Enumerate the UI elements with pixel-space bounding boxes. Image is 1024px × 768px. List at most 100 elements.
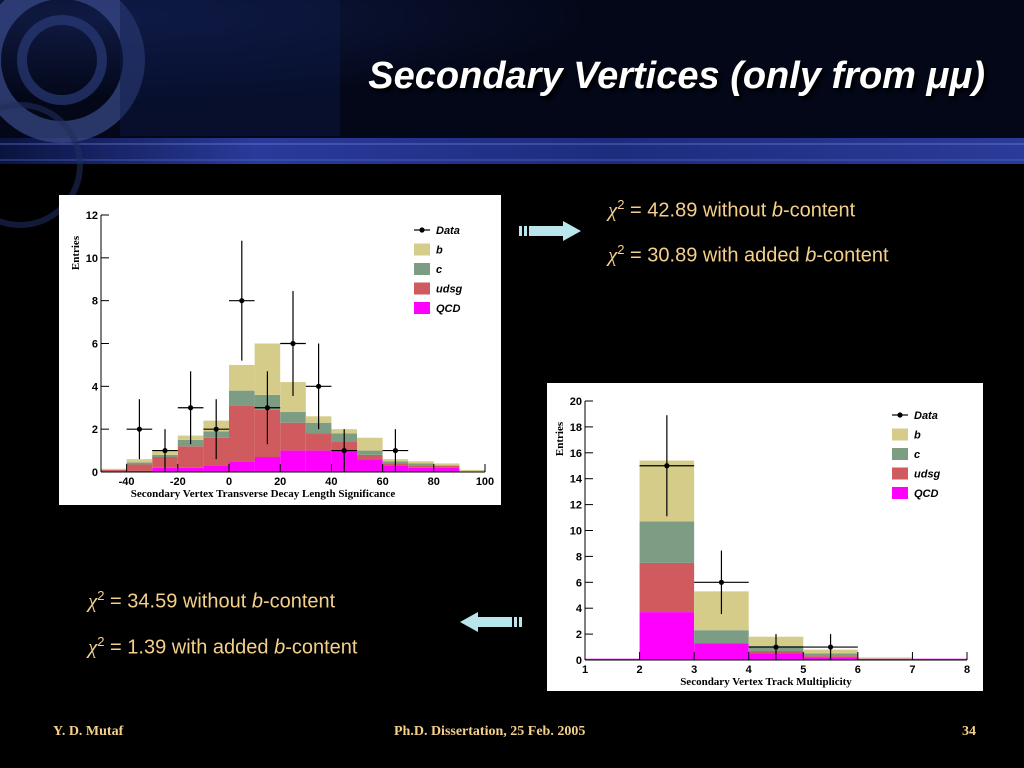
- data-point: [316, 383, 322, 389]
- y-tick-label: 0: [576, 655, 582, 667]
- chi-superscript: 2: [97, 634, 105, 649]
- histogram-decay-length-panel: 0 2 4 6 8 10 12 -40 -20 0 20 40 60 80 100 Secondary Ver…: [59, 195, 501, 505]
- bar-qcd: [857, 658, 913, 660]
- chi-symbol: χ: [608, 197, 618, 222]
- bar-qcd: [177, 467, 204, 472]
- bar-qcd: [229, 461, 255, 472]
- legend-data-marker: [419, 227, 425, 233]
- y-tick-label: 2: [576, 629, 582, 641]
- bar-qcd: [280, 450, 306, 472]
- legend-swatch-c: [414, 263, 430, 275]
- legend-label-qcd: QCD: [914, 488, 939, 500]
- bar-qcd: [126, 470, 153, 472]
- chi-text: = 34.59 without: [104, 590, 252, 613]
- bar-b: [126, 459, 153, 463]
- data-point: [718, 579, 725, 585]
- bar-udsg: [177, 446, 204, 468]
- bar-qcd: [357, 459, 383, 472]
- x-tick-label: 8: [964, 664, 970, 676]
- chi-symbol: χ: [88, 634, 98, 659]
- bar-b: [433, 463, 460, 466]
- legend-label-data: Data: [436, 225, 460, 237]
- y-tick-label: 12: [570, 500, 582, 512]
- y-tick-label: 20: [570, 396, 582, 408]
- chi-bottom-line1: χ2 = 34.59 without b-content: [88, 588, 335, 614]
- chi-bottom-line2: χ2 = 1.39 with added b-content: [88, 634, 357, 660]
- y-tick-label: 0: [92, 467, 98, 479]
- y-tick-label: 4: [576, 603, 583, 615]
- bar-qcd: [433, 467, 460, 472]
- x-tick-label: 5: [800, 664, 806, 676]
- bar-qcd: [203, 465, 229, 472]
- bar-b: [357, 437, 383, 451]
- data-point: [827, 644, 834, 650]
- legend-swatch-b: [414, 243, 430, 256]
- chi-top-line1: χ2 = 42.89 without b-content: [608, 197, 855, 223]
- bar-c: [639, 521, 695, 563]
- x-tick-label: 4: [746, 664, 753, 676]
- bar-qcd: [585, 658, 640, 660]
- legend-label-b: b: [914, 430, 921, 442]
- footer-author: Y. D. Mutaf: [53, 724, 124, 739]
- histogram-decay-length: 0 2 4 6 8 10 12 -40 -20 0 20 40 60 80 100 Secondary Ver…: [70, 210, 494, 500]
- chi-text-end: -content: [782, 199, 856, 222]
- footer-page-number: 34: [962, 724, 976, 739]
- y-tick-label: 10: [86, 253, 98, 265]
- chi-symbol: χ: [88, 588, 98, 613]
- chi-superscript: 2: [617, 197, 625, 212]
- legend-label-qcd: QCD: [436, 303, 461, 315]
- x-tick-label: 20: [274, 476, 286, 488]
- y-tick-label: 16: [570, 448, 582, 460]
- x-axis-label: Secondary Vertex Transverse Decay Length…: [131, 488, 396, 500]
- x-tick-label: 7: [909, 664, 915, 676]
- legend-swatch-b: [892, 428, 908, 441]
- y-tick-label: 18: [570, 422, 582, 434]
- y-tick-label: 12: [86, 210, 98, 222]
- bar-b: [101, 468, 127, 470]
- chi-superscript: 2: [97, 588, 105, 603]
- bar-c: [126, 462, 153, 465]
- bar-qcd: [639, 612, 695, 660]
- x-axis-label: Secondary Vertex Track Multiplicity: [680, 676, 852, 688]
- bar-udsg: [305, 433, 332, 451]
- x-tick-label: -40: [119, 476, 135, 488]
- y-tick-label: 14: [570, 474, 583, 486]
- bar-b: [229, 364, 255, 391]
- legend-data-marker: [897, 412, 903, 418]
- histogram-track-multiplicity-panel: 0 2 4 6 8 10 12 14 16 18 20 1 2 3 4 5 6 7 8 Secondary Verte…: [547, 383, 983, 691]
- arrow-right-icon: [519, 221, 581, 241]
- data-point: [392, 447, 398, 454]
- legend-label-data: Data: [914, 410, 938, 422]
- data-point: [290, 340, 296, 347]
- data-point: [239, 298, 245, 304]
- data-point: [773, 644, 779, 650]
- x-tick-label: -20: [170, 476, 186, 488]
- y-tick-label: 6: [576, 577, 582, 589]
- x-tick-label: 100: [476, 476, 494, 488]
- bar-c: [229, 390, 255, 406]
- y-tick-label: 8: [92, 296, 98, 308]
- bar-udsg: [357, 454, 383, 460]
- y-axis-label: Entries: [554, 421, 566, 456]
- chi-text: = 42.89 without: [624, 199, 772, 222]
- bar-c: [694, 630, 749, 644]
- y-tick-label: 4: [92, 381, 99, 393]
- data-point: [264, 405, 270, 411]
- legend-label-udsg: udsg: [914, 469, 941, 481]
- chi-text: = 30.89 with added: [624, 244, 806, 267]
- x-tick-label: 1: [582, 664, 588, 676]
- legend-label-c: c: [914, 449, 920, 461]
- x-tick-label: 3: [691, 664, 697, 676]
- legend-swatch-c: [892, 448, 908, 460]
- slide-title: Secondary Vertices (only from μμ): [368, 55, 985, 97]
- bar-qcd: [694, 643, 749, 660]
- legend-label-udsg: udsg: [436, 284, 463, 296]
- bar-b: [408, 461, 434, 464]
- data-point: [664, 463, 670, 469]
- legend-swatch-udsg: [892, 467, 908, 480]
- bar-qcd: [408, 467, 434, 472]
- x-tick-label: 60: [376, 476, 388, 488]
- bar-b: [857, 657, 913, 659]
- legend-label-b: b: [436, 245, 443, 257]
